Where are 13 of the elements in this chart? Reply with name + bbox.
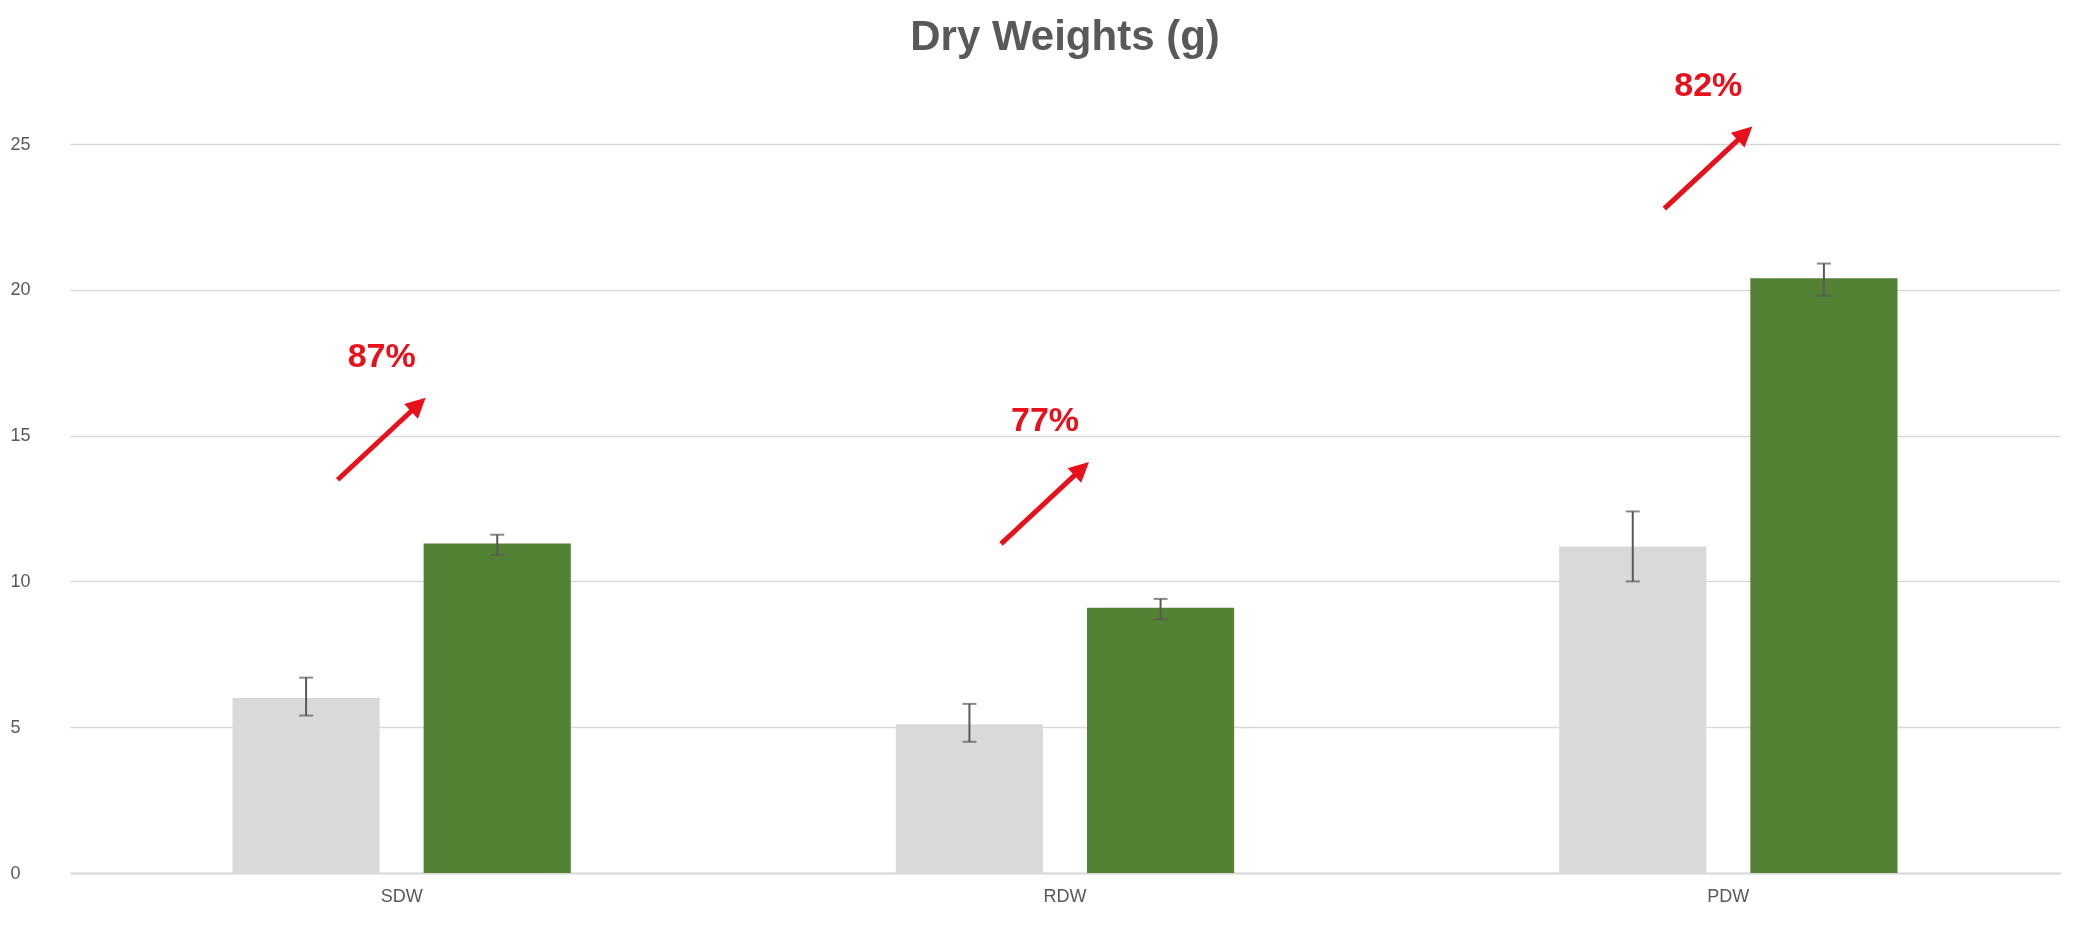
y-tick-label: 5 <box>10 716 21 737</box>
y-tick-label: 25 <box>10 133 31 154</box>
y-tick-label: 0 <box>10 862 21 883</box>
y-tick-label: 10 <box>10 570 31 591</box>
x-tick-label: PDW <box>1707 885 1750 906</box>
y-tick-label: 15 <box>10 425 31 446</box>
x-tick-label: RDW <box>1043 885 1087 906</box>
annotation: 77% <box>1010 399 1080 438</box>
x-tick-label: SDW <box>380 885 423 906</box>
annotation: 87% <box>347 335 416 374</box>
y-tick-label: 20 <box>10 279 31 300</box>
text: 82% <box>1674 64 1743 103</box>
chart-title: Dry Weights (g) <box>910 11 1220 59</box>
